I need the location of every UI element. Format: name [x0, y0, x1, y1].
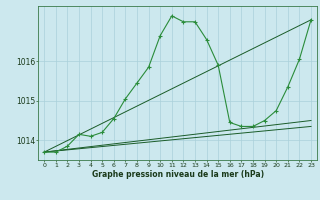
- X-axis label: Graphe pression niveau de la mer (hPa): Graphe pression niveau de la mer (hPa): [92, 170, 264, 179]
